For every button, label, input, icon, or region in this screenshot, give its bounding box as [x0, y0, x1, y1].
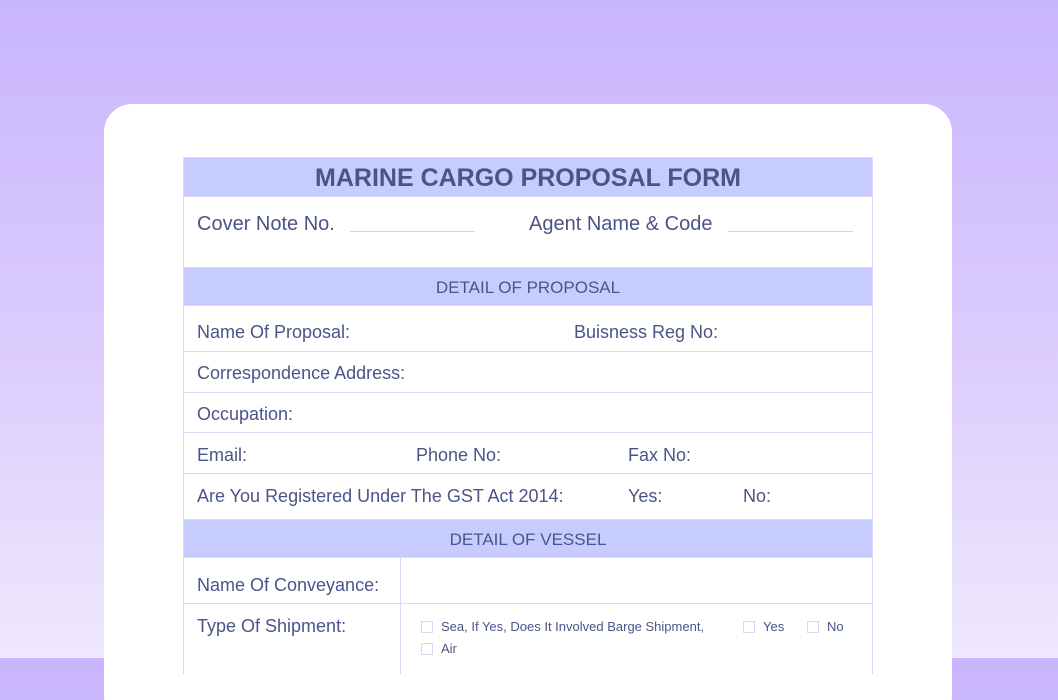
document-card: [104, 104, 952, 700]
address-label: Correspondence Address:: [197, 363, 406, 383]
sea-label: Sea, If Yes, Does It Involved Barge Ship…: [441, 619, 705, 634]
shipment-row: Type Of Shipment: Sea, If Yes, Does It I…: [184, 604, 872, 674]
conveyance-field[interactable]: [400, 558, 873, 603]
barge-yes-checkbox[interactable]: [743, 621, 755, 633]
address-row[interactable]: Correspondence Address:: [184, 352, 872, 393]
form-title: MARINE CARGO PROPOSAL FORM: [184, 158, 872, 197]
proposal-form: MARINE CARGO PROPOSAL FORM Cover Note No…: [183, 157, 873, 674]
agent-label: Agent Name & Code: [529, 213, 713, 235]
business-reg-label: Buisness Reg No:: [574, 322, 719, 342]
air-checkbox[interactable]: [421, 643, 433, 655]
phone-label: Phone No:: [416, 445, 502, 465]
shipment-label: Type Of Shipment:: [197, 616, 347, 636]
barge-no-label: No: [827, 619, 844, 634]
name-row[interactable]: Name Of Proposal: Buisness Reg No:: [184, 306, 872, 352]
fax-label: Fax No:: [628, 445, 692, 465]
proposal-heading: DETAIL OF PROPOSAL: [184, 268, 872, 306]
air-label: Air: [441, 641, 457, 656]
occupation-label: Occupation:: [197, 404, 294, 424]
cover-note-field[interactable]: [350, 231, 475, 232]
conveyance-label: Name Of Conveyance:: [197, 575, 380, 595]
agent-field[interactable]: [728, 231, 853, 232]
vessel-heading: DETAIL OF VESSEL: [184, 520, 872, 558]
cover-note-label: Cover Note No.: [197, 213, 335, 235]
conveyance-row: Name Of Conveyance:: [184, 558, 872, 604]
contact-row[interactable]: Email: Phone No: Fax No:: [184, 433, 872, 474]
barge-no-checkbox[interactable]: [807, 621, 819, 633]
name-label: Name Of Proposal:: [197, 322, 351, 342]
gst-no-label: No:: [743, 486, 772, 506]
occupation-row[interactable]: Occupation:: [184, 393, 872, 433]
cover-row: Cover Note No. Agent Name & Code: [184, 197, 872, 268]
email-label: Email:: [197, 445, 248, 465]
gst-label: Are You Registered Under The GST Act 201…: [197, 486, 564, 506]
gst-yes-label: Yes:: [628, 486, 663, 506]
barge-yes-label: Yes: [763, 619, 785, 634]
column-divider: [400, 604, 401, 674]
sea-checkbox[interactable]: [421, 621, 433, 633]
gst-row[interactable]: Are You Registered Under The GST Act 201…: [184, 474, 872, 520]
